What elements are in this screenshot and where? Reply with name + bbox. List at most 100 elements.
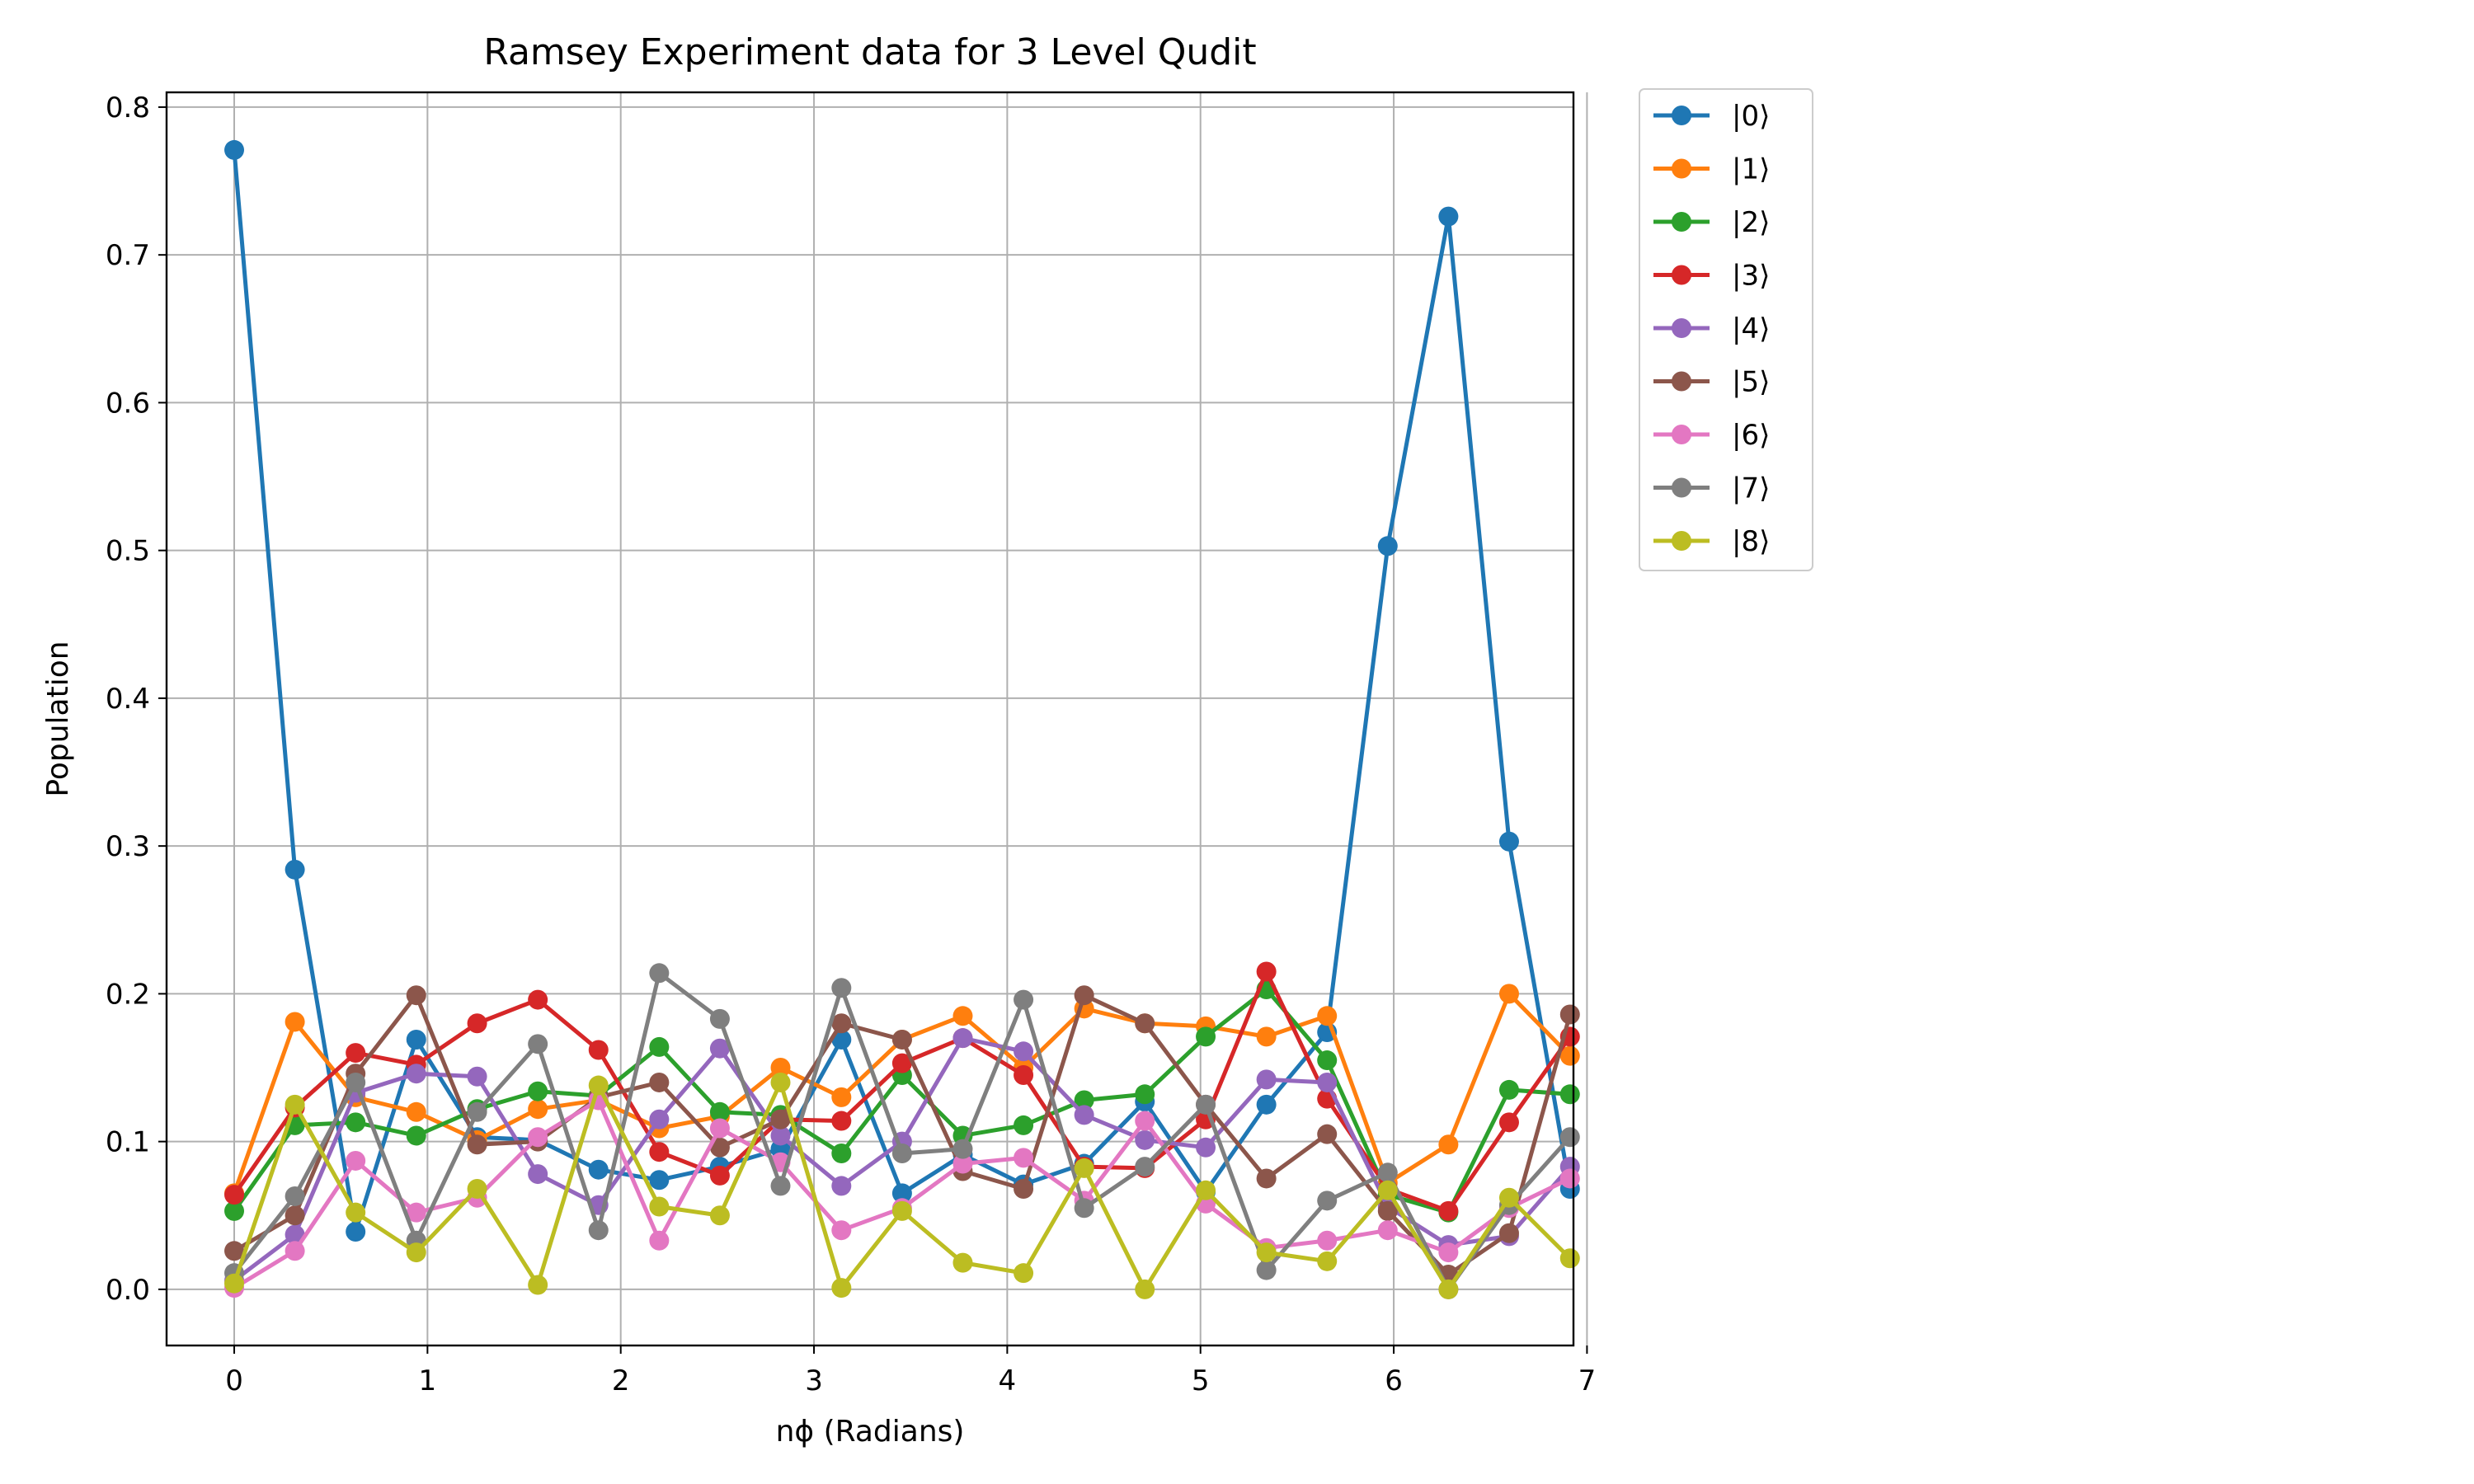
data-point	[406, 1029, 426, 1050]
data-point	[1498, 1187, 1519, 1208]
data-point	[1377, 1220, 1398, 1241]
data-point	[831, 978, 852, 998]
x-tick-label: 7	[1578, 1364, 1597, 1397]
legend-marker	[1672, 318, 1691, 338]
data-point	[649, 1036, 670, 1057]
series-line	[232, 970, 1572, 1214]
data-point	[649, 1072, 670, 1092]
data-point	[770, 1176, 791, 1196]
data-point	[1559, 1127, 1580, 1148]
data-point	[224, 1241, 245, 1261]
data-point	[1074, 985, 1094, 1006]
legend-entry: |4⟩	[1653, 312, 1770, 345]
data-point	[770, 1125, 791, 1146]
data-point	[1196, 1180, 1216, 1200]
data-point	[1438, 206, 1459, 227]
data-point	[1317, 1230, 1338, 1251]
legend-marker	[1672, 425, 1691, 444]
legend-label: |8⟩	[1732, 525, 1770, 558]
data-point	[1135, 1129, 1155, 1150]
data-point	[1074, 1158, 1094, 1178]
data-point	[649, 1170, 670, 1190]
data-point	[709, 1038, 730, 1059]
data-point	[952, 1006, 973, 1026]
data-point	[1438, 1279, 1459, 1299]
data-point	[285, 859, 305, 880]
legend-label: |0⟩	[1732, 100, 1770, 133]
data-point	[346, 1112, 366, 1133]
legend-frame	[1639, 88, 1813, 571]
x-tick-label: 6	[1385, 1364, 1403, 1397]
data-point	[528, 989, 548, 1010]
x-tick-label: 2	[612, 1364, 630, 1397]
ticks: 0 1 2 3 4 5 6 7 0.0 0.1 0.2 0.3 0.4 0.5 0.6 0.7 0.8	[106, 92, 1596, 1397]
legend-entry: |1⟩	[1653, 153, 1770, 186]
data-point	[891, 1200, 912, 1221]
data-point	[467, 1066, 487, 1087]
y-tick-label: 0.7	[106, 239, 150, 272]
data-point	[1559, 1045, 1580, 1066]
grid	[167, 92, 1588, 1345]
legend-label: |5⟩	[1732, 366, 1770, 399]
legend-label: |1⟩	[1732, 153, 1770, 186]
data-point	[285, 1241, 305, 1261]
x-tick-label: 4	[999, 1364, 1017, 1397]
data-point	[406, 1064, 426, 1084]
data-point	[1074, 1105, 1094, 1125]
data-point	[1317, 1072, 1338, 1092]
data-point	[588, 1075, 609, 1096]
data-point	[346, 1150, 366, 1171]
data-point	[1074, 1090, 1094, 1111]
data-point	[831, 1278, 852, 1298]
data-point	[346, 1072, 366, 1092]
x-tick-label: 5	[1192, 1364, 1210, 1397]
data-point	[1498, 1079, 1519, 1100]
data-point	[1135, 1084, 1155, 1105]
data-point	[224, 1200, 245, 1221]
data-point	[1317, 1190, 1338, 1211]
x-tick-label: 3	[805, 1364, 823, 1397]
data-point	[1014, 1263, 1034, 1284]
legend-entries: |0⟩ |1⟩ |2⟩ |3⟩ |4⟩ |5⟩ |6⟩ |7⟩ |8⟩	[1653, 100, 1770, 558]
plot-frame	[165, 91, 1575, 1347]
data-point	[588, 1159, 609, 1180]
data-point	[1074, 1198, 1094, 1219]
series-8	[224, 1072, 1580, 1299]
data-point	[528, 1081, 548, 1101]
data-point	[952, 1028, 973, 1049]
legend-entry: |8⟩	[1653, 525, 1770, 558]
data-point	[831, 1176, 852, 1196]
legend-marker	[1672, 371, 1691, 392]
data-point	[406, 1202, 426, 1223]
data-point	[1014, 1041, 1034, 1062]
y-tick-label: 0.0	[106, 1274, 150, 1307]
data-point	[467, 1101, 487, 1122]
data-point	[709, 1118, 730, 1139]
data-point	[1014, 1064, 1034, 1085]
data-point	[1256, 1168, 1277, 1189]
data-point	[1256, 961, 1277, 982]
legend-marker	[1672, 531, 1691, 551]
data-point	[467, 1134, 487, 1155]
data-point	[1377, 1180, 1398, 1200]
data-point	[1317, 1006, 1338, 1026]
y-tick-label: 0.6	[106, 387, 150, 420]
data-point	[1196, 1137, 1216, 1158]
data-point	[1135, 1013, 1155, 1034]
data-point	[709, 1101, 730, 1122]
data-point	[224, 1273, 245, 1294]
data-point	[891, 1029, 912, 1050]
data-point	[1377, 536, 1398, 556]
legend: |0⟩ |1⟩ |2⟩ |3⟩ |4⟩ |5⟩ |6⟩ |7⟩ |8⟩	[1639, 88, 1813, 571]
data-point	[1256, 1260, 1277, 1280]
data-point	[1135, 1111, 1155, 1131]
data-point	[285, 1205, 305, 1226]
legend-marker	[1672, 106, 1691, 125]
data-point	[1559, 1084, 1580, 1105]
data-point	[1196, 1094, 1216, 1115]
data-point	[1135, 1157, 1155, 1177]
y-axis-title: Population	[41, 641, 75, 796]
data-point	[1377, 1200, 1398, 1221]
legend-label: |7⟩	[1732, 472, 1770, 505]
